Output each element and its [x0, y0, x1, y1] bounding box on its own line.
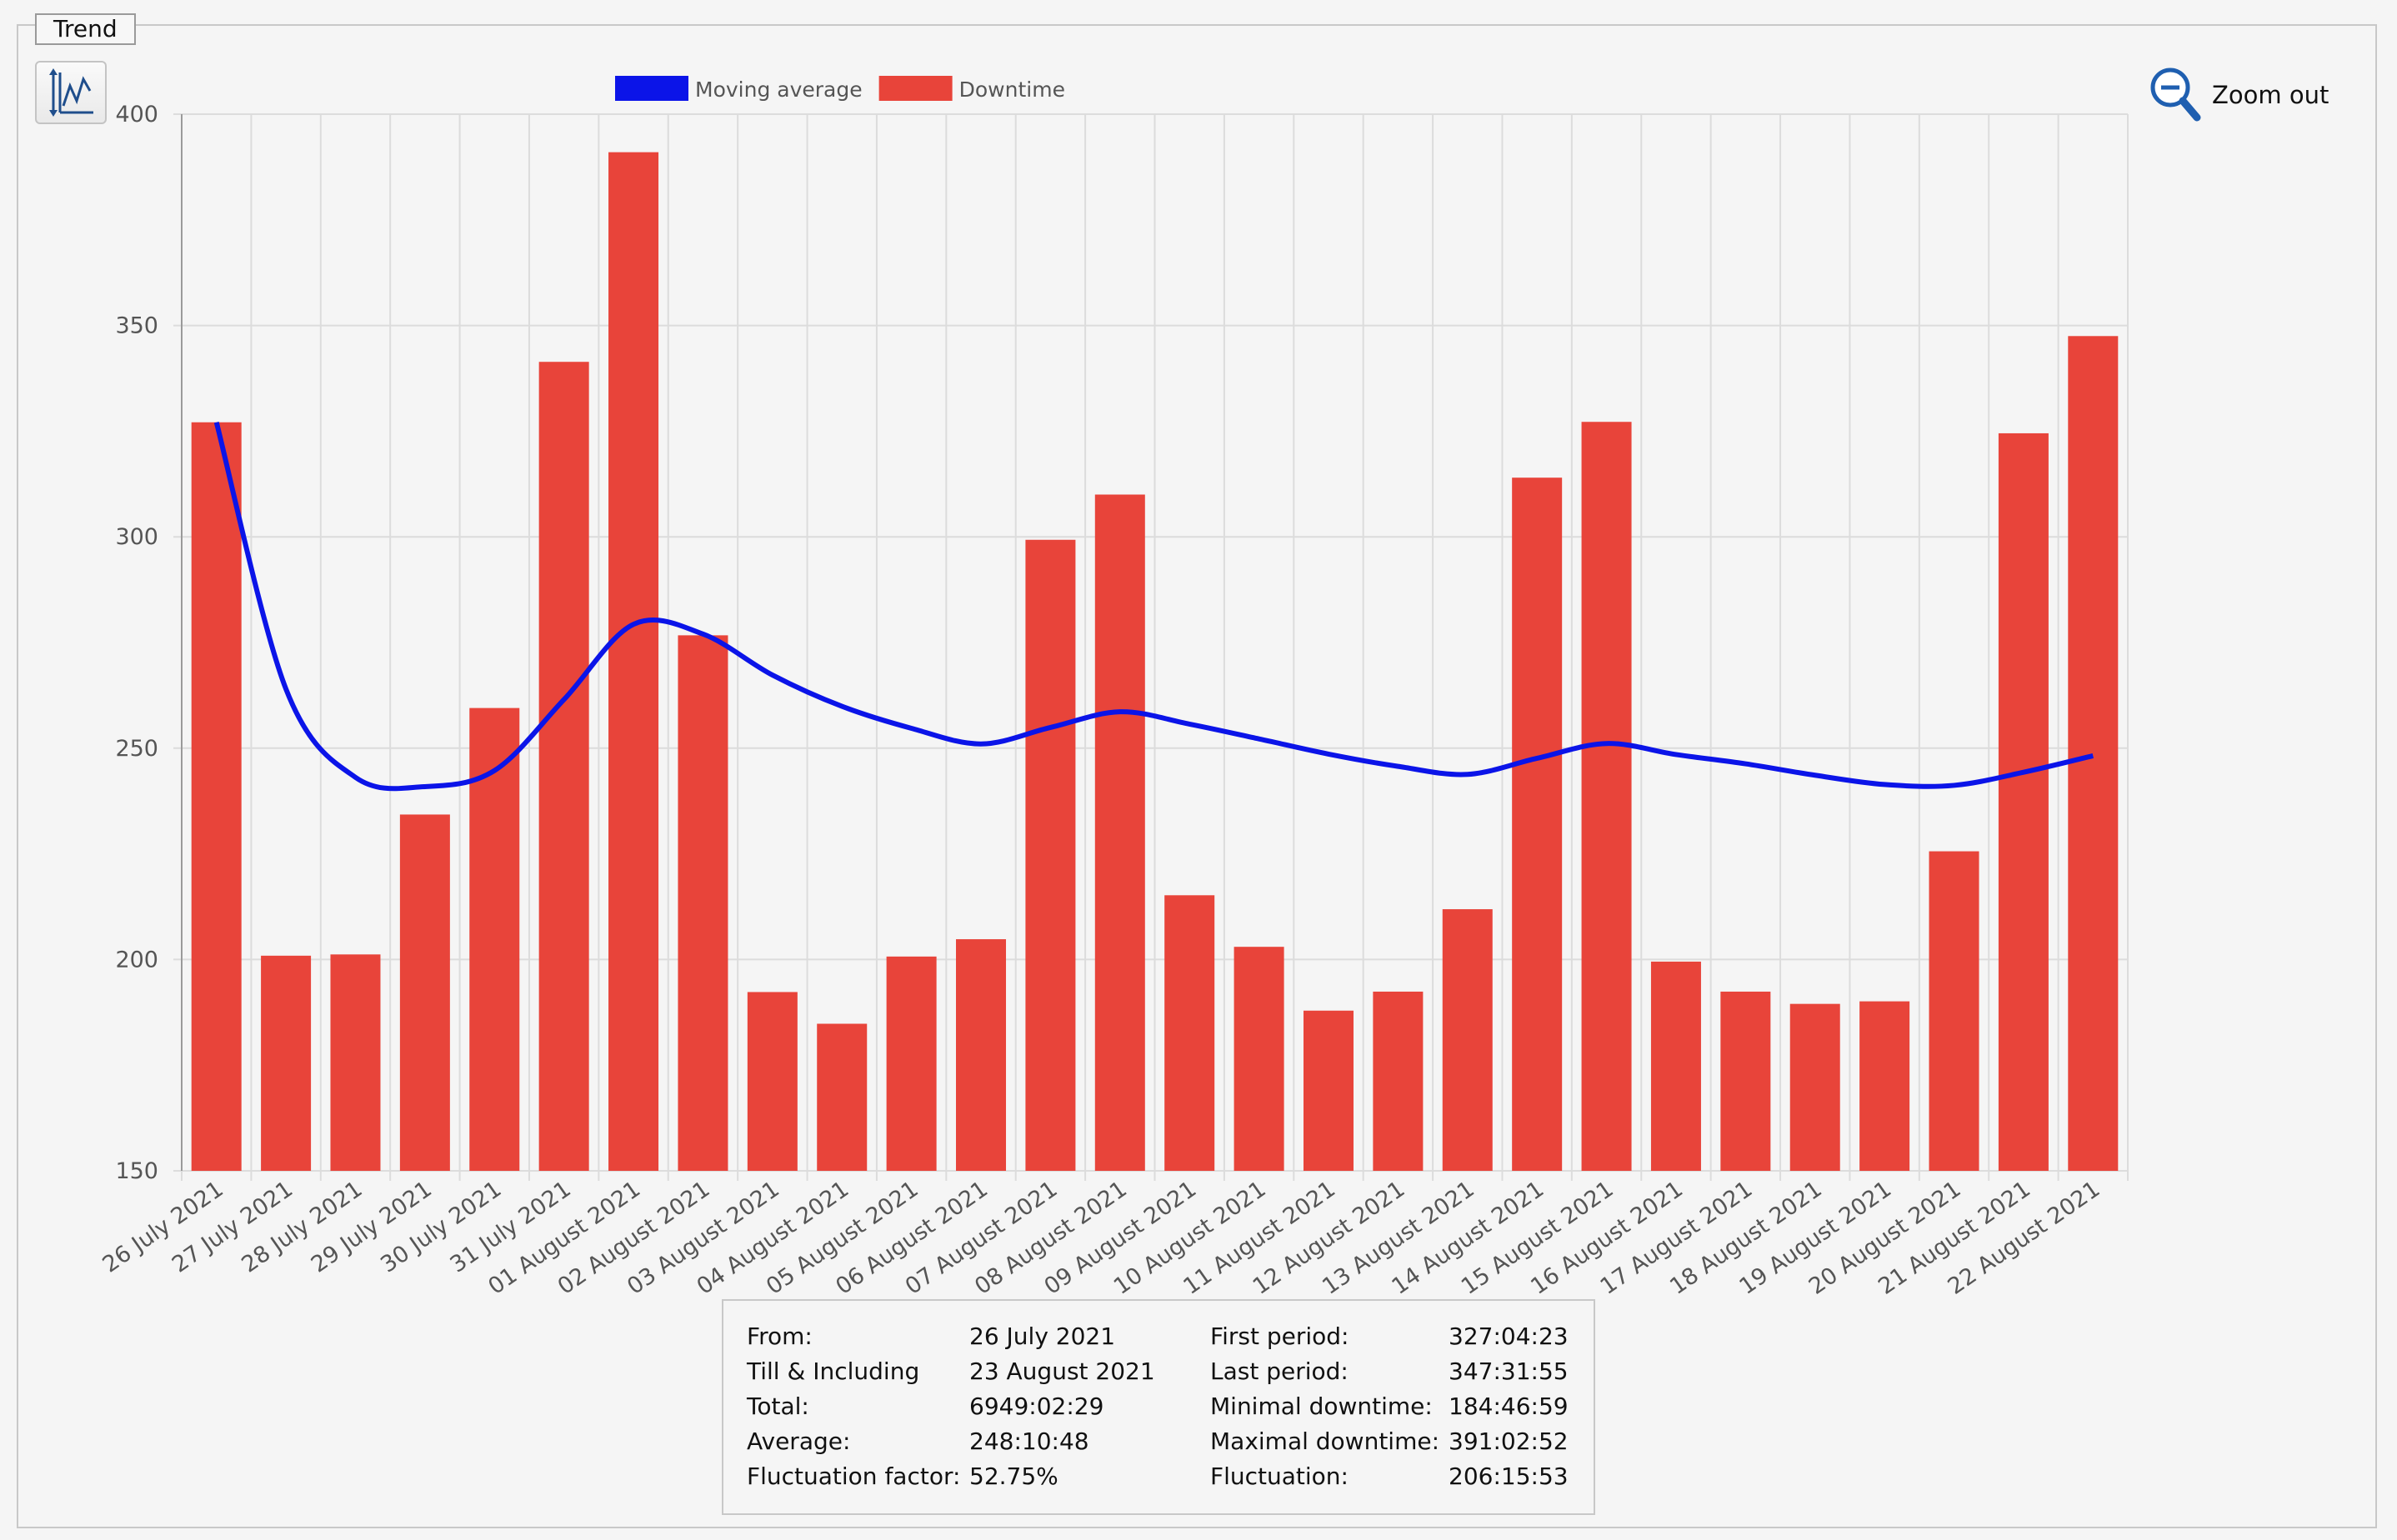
- stat-minimal-value: 184:46:59: [1449, 1392, 1569, 1420]
- legend-swatch: [878, 76, 953, 101]
- bar-series: [191, 152, 2119, 1172]
- bar: [1581, 422, 1632, 1172]
- bar: [2068, 336, 2119, 1171]
- bar: [1373, 991, 1424, 1171]
- stat-last-period-label: Last period:: [1210, 1358, 1349, 1385]
- bar: [747, 992, 798, 1171]
- x-tick-label: 30 July 2021: [376, 1176, 506, 1278]
- y-tick-label: 300: [115, 524, 158, 550]
- bar: [1442, 909, 1493, 1171]
- y-tick-label: 150: [115, 1158, 158, 1184]
- stat-fluctuation-label: Fluctuation:: [1210, 1462, 1349, 1490]
- stat-till-label: Till & Including: [747, 1358, 920, 1385]
- stat-average-value: 248:10:48: [969, 1428, 1089, 1455]
- grid: [173, 113, 2129, 1181]
- x-tick-label: 29 July 2021: [307, 1176, 437, 1278]
- moving-average-line: [213, 421, 2094, 792]
- legend-label: Downtime: [959, 78, 1065, 102]
- bar: [1234, 947, 1284, 1171]
- y-tick-label: 200: [115, 947, 158, 972]
- stat-total-label: Total:: [747, 1392, 809, 1420]
- stat-average-label: Average:: [747, 1428, 851, 1455]
- moving-average-series: [213, 421, 2094, 792]
- bar: [817, 1023, 868, 1171]
- chart-type-button[interactable]: [35, 61, 107, 124]
- stat-fluctuation-value: 206:15:53: [1449, 1462, 1569, 1490]
- bar: [1998, 432, 2049, 1171]
- x-tick-label: 28 July 2021: [237, 1176, 367, 1278]
- y-tick-label: 350: [115, 313, 158, 339]
- bar: [261, 955, 312, 1171]
- bar: [330, 954, 381, 1171]
- bar: [1164, 895, 1215, 1171]
- bar: [469, 708, 520, 1171]
- bar: [1929, 851, 1979, 1171]
- bar: [191, 422, 242, 1172]
- x-tick-label: 26 July 2021: [98, 1176, 228, 1278]
- stat-from-label: From:: [747, 1322, 813, 1350]
- zoom-out-label: Zoom out: [2212, 81, 2329, 109]
- bar: [956, 939, 1007, 1171]
- bar: [1303, 1010, 1354, 1171]
- stat-last-period-value: 347:31:55: [1449, 1358, 1569, 1385]
- y-tick-label: 400: [115, 102, 158, 128]
- trend-group-box: [17, 24, 2377, 1528]
- bar: [678, 635, 728, 1171]
- y-tick-label: 250: [115, 736, 158, 762]
- panel-title: Trend: [35, 13, 136, 45]
- bar: [608, 152, 659, 1172]
- bar: [1720, 991, 1771, 1171]
- stat-first-period-label: First period:: [1210, 1322, 1349, 1350]
- bar: [1512, 478, 1563, 1171]
- bar: [538, 362, 589, 1171]
- bar: [886, 956, 937, 1171]
- stat-minimal-label: Minimal downtime:: [1210, 1392, 1433, 1420]
- stat-fluctuation-factor-value: 52.75%: [969, 1462, 1058, 1490]
- legend: Moving average Downtime: [615, 76, 1065, 102]
- zoom-out-button[interactable]: Zoom out: [2149, 63, 2329, 127]
- stat-fluctuation-factor-label: Fluctuation factor:: [747, 1462, 961, 1490]
- stat-total-value: 6949:02:29: [969, 1392, 1104, 1420]
- stat-first-period-value: 327:04:23: [1449, 1322, 1569, 1350]
- stat-from-value: 26 July 2021: [969, 1322, 1116, 1350]
- stat-maximal-label: Maximal downtime:: [1210, 1428, 1440, 1455]
- line-chart-icon: [49, 68, 93, 117]
- x-tick-label: 27 July 2021: [168, 1176, 298, 1278]
- bar: [1025, 539, 1076, 1171]
- bar: [399, 814, 450, 1171]
- bar: [1859, 1001, 1910, 1171]
- bar: [1094, 494, 1145, 1171]
- legend-swatch: [615, 76, 688, 101]
- statistics-panel: From: 26 July 2021 Till & Including 23 A…: [722, 1299, 1595, 1515]
- stat-till-value: 23 August 2021: [969, 1358, 1155, 1385]
- magnifier-minus-icon: [2150, 68, 2201, 122]
- bar: [1650, 961, 1701, 1171]
- stat-maximal-value: 391:02:52: [1449, 1428, 1569, 1455]
- bar: [1789, 1003, 1840, 1171]
- legend-label: Moving average: [695, 78, 863, 102]
